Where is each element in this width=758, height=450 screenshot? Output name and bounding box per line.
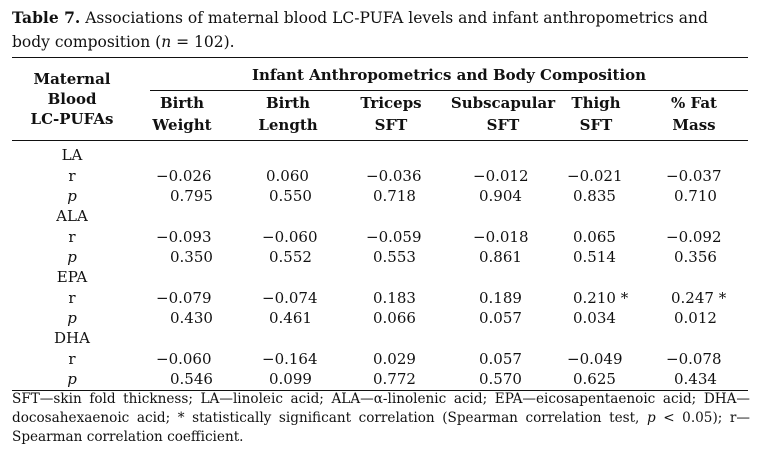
bottom-rule <box>12 390 748 391</box>
table-cell: 0.772 <box>373 370 416 388</box>
table-cell: 0.550 <box>269 187 312 205</box>
col-header-1-l2: Weight <box>152 116 212 134</box>
rowhead-line-2: Blood <box>47 90 97 108</box>
table-cell: 0.356 <box>674 248 717 266</box>
col-header-4-l2: SFT <box>486 116 520 134</box>
table-cell: −0.021 <box>567 167 623 185</box>
table-cell: −0.012 <box>473 167 529 185</box>
col-header-5-l1: Thigh <box>571 94 621 112</box>
table-cell: −0.074 <box>262 289 318 307</box>
table-label: Table 7. <box>12 8 81 27</box>
table-cell: 0.718 <box>373 187 416 205</box>
p-label: p <box>67 309 77 327</box>
table-cell: 0.057 <box>479 309 522 327</box>
rowhead-line-3: LC-PUFAs <box>30 110 114 128</box>
table-cell: −0.049 <box>567 350 623 368</box>
col-header-2-l2: Length <box>258 116 318 134</box>
table-cell: 0.434 <box>674 370 717 388</box>
footnote-text-a: SFT—skin fold thickness; LA—linoleic aci… <box>12 391 750 426</box>
table-cell: 0.029 <box>373 350 416 368</box>
table-cell: −0.060 <box>156 350 212 368</box>
table-cell: 0.553 <box>373 248 416 266</box>
table-cell: 0.057 <box>479 350 522 368</box>
caption-n-symbol: n <box>161 33 172 51</box>
table-cell: 0.552 <box>269 248 312 266</box>
table-caption: Table 7. Associations of maternal blood … <box>12 6 748 54</box>
table-cell: −0.078 <box>666 350 722 368</box>
table-cell: −0.036 <box>366 167 422 185</box>
table-cell: 0.034 <box>573 309 616 327</box>
col-header-3-l1: Triceps <box>360 94 422 112</box>
table-cell: 0.189 <box>479 289 522 307</box>
r-label: r <box>68 289 76 307</box>
rowhead-line-1: Maternal <box>33 70 111 88</box>
table-cell: 0.625 <box>573 370 616 388</box>
table-cell: 0.710 <box>674 187 717 205</box>
col-header-2-l1: Birth <box>265 94 311 112</box>
p-label: p <box>67 187 77 205</box>
col-header-4-l1: Subscapular <box>450 94 556 112</box>
table-cell: −0.079 <box>156 289 212 307</box>
r-label: r <box>68 350 76 368</box>
col-header-1-l1: Birth <box>159 94 205 112</box>
table-cell: 0.065 <box>573 228 616 246</box>
group-name-epa: EPA <box>56 268 88 286</box>
table-cell: −0.093 <box>156 228 212 246</box>
table-cell: 0.430 <box>170 309 213 327</box>
group-name-dha: DHA <box>54 329 90 347</box>
table-cell: −0.059 <box>366 228 422 246</box>
table-cell: −0.092 <box>666 228 722 246</box>
col-header-6-l2: Mass <box>672 116 716 134</box>
table-footnote: SFT—skin fold thickness; LA—linoleic aci… <box>12 390 750 447</box>
r-label: r <box>68 228 76 246</box>
col-header-3-l2: SFT <box>374 116 408 134</box>
group-rule <box>150 90 748 91</box>
table-cell: 0.210 * <box>573 289 629 307</box>
col-header-5-l2: SFT <box>579 116 613 134</box>
p-label: p <box>67 248 77 266</box>
table-cell: 0.795 <box>170 187 213 205</box>
table-cell: 0.066 <box>373 309 416 327</box>
table-cell: −0.060 <box>262 228 318 246</box>
caption-text-a: Associations of maternal blood LC-PUFA l… <box>12 9 708 51</box>
table-cell: 0.904 <box>479 187 522 205</box>
table-cell: 0.247 * <box>671 289 727 307</box>
table-cell: 0.350 <box>170 248 213 266</box>
p-label: p <box>67 370 77 388</box>
caption-text-b: = 102). <box>171 33 235 51</box>
table-cell: 0.570 <box>479 370 522 388</box>
table-cell: 0.060 <box>266 167 309 185</box>
r-label: r <box>68 167 76 185</box>
table-cell: −0.037 <box>666 167 722 185</box>
table-cell: 0.012 <box>674 309 717 327</box>
footnote-text-b: < 0.05); r—Spearman correlation coeffici… <box>12 410 750 445</box>
table-cell: −0.026 <box>156 167 212 185</box>
table-cell: 0.183 <box>373 289 416 307</box>
table-cell: 0.835 <box>573 187 616 205</box>
footnote-p-symbol: p <box>646 410 656 426</box>
table-cell: −0.018 <box>473 228 529 246</box>
table-cell: −0.164 <box>262 350 318 368</box>
group-name-ala: ALA <box>56 207 88 225</box>
table-cell: 0.514 <box>573 248 616 266</box>
group-name-la: LA <box>61 146 83 164</box>
col-header-6-l1: % Fat <box>671 94 717 112</box>
table-cell: 0.546 <box>170 370 213 388</box>
table-cell: 0.461 <box>269 309 312 327</box>
top-rule <box>12 57 748 58</box>
group-header: Infant Anthropometrics and Body Composit… <box>251 66 647 84</box>
table-cell: 0.099 <box>269 370 312 388</box>
header-rule <box>12 140 748 141</box>
table-cell: 0.861 <box>479 248 522 266</box>
